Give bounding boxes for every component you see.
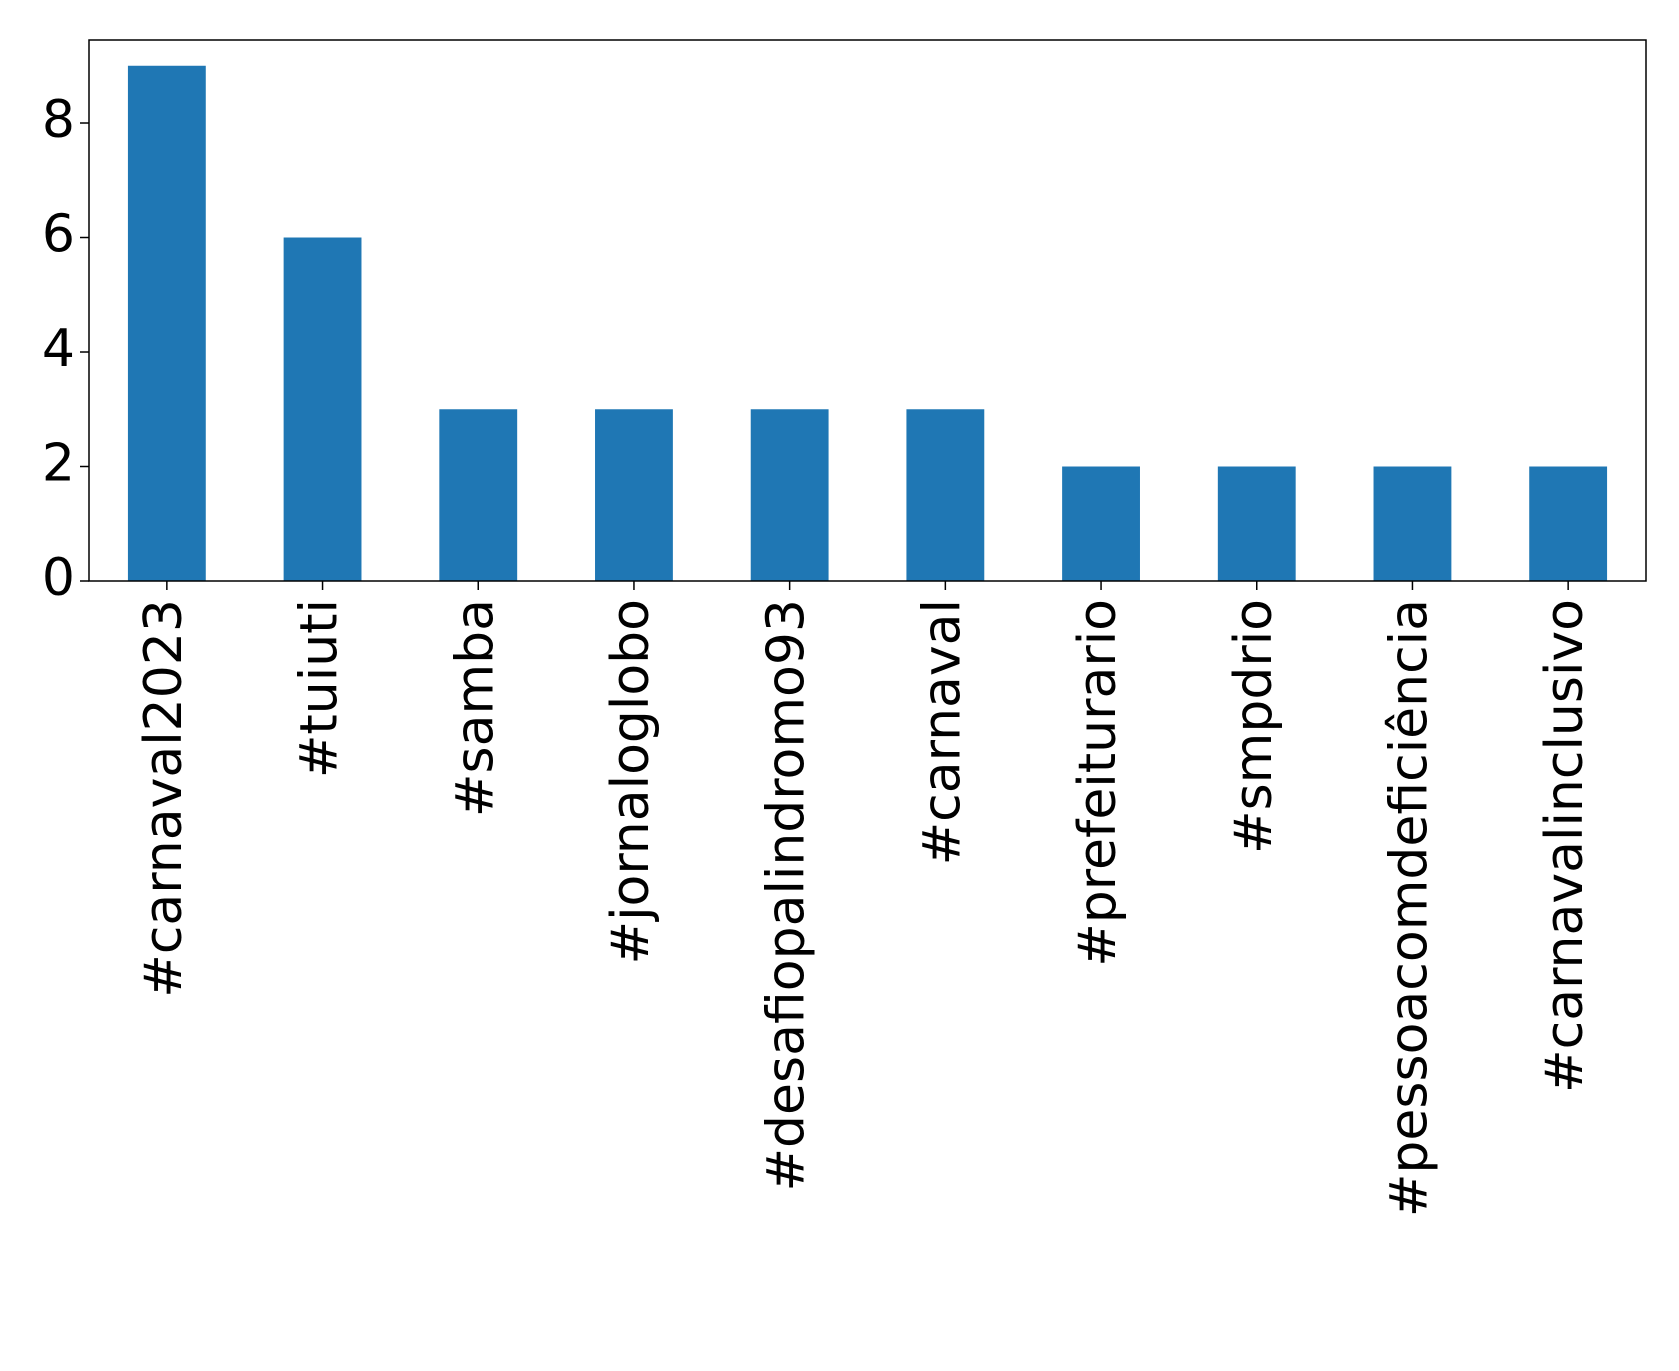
bar bbox=[127, 65, 206, 581]
y-tick-label: 0 bbox=[42, 548, 75, 608]
bar bbox=[1217, 466, 1296, 581]
x-tick-label: #jornaloglobo bbox=[601, 599, 661, 964]
bar bbox=[439, 409, 518, 581]
x-tick-label: #desafiopalindromo93 bbox=[757, 599, 817, 1192]
x-tick-label: #prefeiturario bbox=[1068, 599, 1128, 967]
y-tick-label: 2 bbox=[42, 434, 75, 494]
x-tick-label: #carnaval2023 bbox=[134, 599, 194, 998]
y-tick-label: 6 bbox=[42, 205, 75, 265]
bar bbox=[283, 237, 362, 581]
plot-frame bbox=[88, 39, 1647, 582]
bar bbox=[1529, 466, 1608, 581]
x-tick-label: #carnaval bbox=[912, 599, 972, 865]
bar bbox=[1373, 466, 1452, 581]
x-tick-label: #pessoacomdeficiência bbox=[1379, 599, 1439, 1217]
bar bbox=[1062, 466, 1140, 581]
y-tick-label: 8 bbox=[42, 90, 75, 150]
bar bbox=[906, 409, 985, 581]
x-tick-label: #smpdrio bbox=[1224, 599, 1284, 854]
x-tick-label: #carnavalinclusivo bbox=[1535, 599, 1595, 1093]
x-tick-label: #tuiuti bbox=[290, 599, 350, 778]
bar bbox=[595, 409, 673, 581]
y-tick-label: 4 bbox=[42, 319, 75, 379]
x-tick-label: #samba bbox=[445, 599, 505, 817]
bar bbox=[750, 409, 829, 581]
